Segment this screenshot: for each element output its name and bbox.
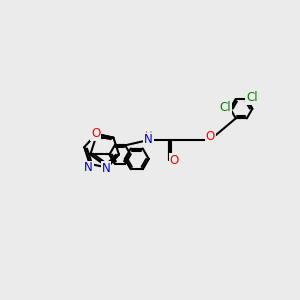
Text: O: O <box>206 130 215 143</box>
Text: Cl: Cl <box>219 101 231 114</box>
Text: N: N <box>144 134 153 146</box>
Text: N: N <box>102 162 110 176</box>
Text: O: O <box>170 154 179 167</box>
Text: N: N <box>84 161 93 175</box>
Text: O: O <box>91 127 101 140</box>
Text: H: H <box>145 131 152 141</box>
Text: Cl: Cl <box>246 91 258 103</box>
